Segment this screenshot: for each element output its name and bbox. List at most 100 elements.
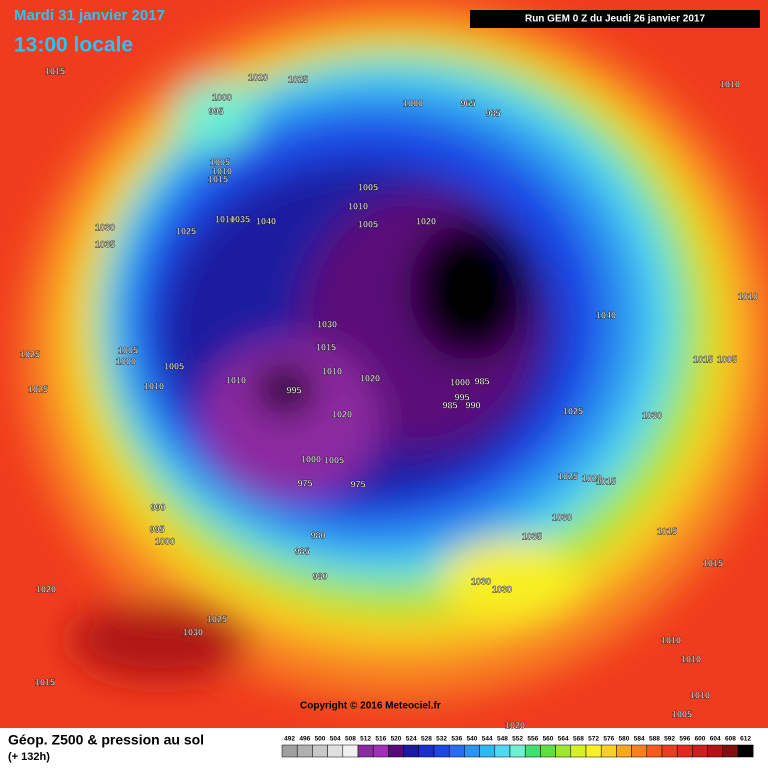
isobar-label: 975 xyxy=(350,479,365,489)
legend-swatch xyxy=(448,744,465,758)
legend-label: 524 xyxy=(406,736,417,743)
isobar-label: 995 xyxy=(286,385,301,395)
legend-swatch xyxy=(327,744,344,758)
legend-label: 508 xyxy=(345,736,356,743)
isobar-label: 1000 xyxy=(116,356,136,366)
legend-label: 504 xyxy=(330,736,341,743)
isobar-label: 1005 xyxy=(717,354,737,364)
isobar-label: 1010 xyxy=(322,366,342,376)
isobar-label: 1010 xyxy=(144,381,164,391)
isobar-label: 1025 xyxy=(28,384,48,394)
legend-swatch xyxy=(312,744,328,758)
isobar-label: 1025 xyxy=(563,406,583,416)
isobar-label: 1010 xyxy=(226,375,246,385)
isobar-label: 1010 xyxy=(661,635,681,645)
isobar-label: 1005 xyxy=(164,361,184,371)
isobar-label: 1020 xyxy=(505,720,525,730)
isobar-label: 1015 xyxy=(596,476,616,486)
isobar-label: 1010 xyxy=(681,654,701,664)
legend-label: 532 xyxy=(436,736,447,743)
isobar-label: 1025 xyxy=(558,471,578,481)
legend-label: 560 xyxy=(543,736,554,743)
legend-swatch xyxy=(509,744,526,758)
legend-label: 540 xyxy=(467,736,478,743)
legend-label: 564 xyxy=(558,736,569,743)
legend-label: 520 xyxy=(391,736,402,743)
legend-swatch xyxy=(388,744,404,758)
isobar-label: 1015 xyxy=(657,526,677,536)
legend-swatch xyxy=(372,744,389,758)
legend-swatch xyxy=(722,744,739,758)
isobar-label: 1005 xyxy=(118,345,138,355)
legend-swatch xyxy=(464,744,480,758)
legend-label: 592 xyxy=(664,736,675,743)
isobar-label: 1005 xyxy=(358,182,378,192)
isobar-label: 1010 xyxy=(215,214,235,224)
legend-swatch xyxy=(494,744,511,758)
isobar-label: 1020 xyxy=(582,473,602,483)
legend-swatch xyxy=(616,744,632,758)
isobar-label: 1005 xyxy=(358,219,378,229)
legend-label: 512 xyxy=(360,736,371,743)
run-box xyxy=(470,10,760,28)
legend-swatch xyxy=(676,744,693,758)
color-legend: 492 496 500 504 508 512 516 520 524 528 532 536 540 5… xyxy=(281,736,754,758)
isobar-label: 1040 xyxy=(596,310,616,320)
legend-swatch xyxy=(281,744,298,758)
legend-label: 516 xyxy=(375,736,386,743)
isobar-label: 1000 xyxy=(450,377,470,387)
legend-label: 556 xyxy=(527,736,538,743)
isobar-label: 1040 xyxy=(256,216,276,226)
isobar-label: 1000 xyxy=(212,92,232,102)
isobar-label: 1005 xyxy=(324,455,344,465)
height-field xyxy=(20,0,768,700)
time-label: 13:00 locale xyxy=(14,34,133,57)
legend-label: 600 xyxy=(695,736,706,743)
isobar-label: 1010 xyxy=(720,79,740,89)
isobar-label: 995 xyxy=(149,524,164,534)
isobar-label: 1020 xyxy=(36,584,56,594)
isobar-label: 1005 xyxy=(210,157,230,167)
legend-label: 612 xyxy=(740,736,751,743)
legend-swatch xyxy=(707,744,724,758)
legend-swatch xyxy=(479,744,496,758)
copyright: Copyright © 2016 Meteociel.fr xyxy=(300,701,441,712)
isobar-label: 1025 xyxy=(288,74,308,84)
legend-swatch xyxy=(418,744,435,758)
isobar-label: 980 xyxy=(310,530,325,540)
isobar-label: 1015 xyxy=(693,354,713,364)
legend-label: 536 xyxy=(451,736,462,743)
isobar-label: 1035 xyxy=(230,214,250,224)
legend-label: 544 xyxy=(482,736,493,743)
isobar-label: 995 xyxy=(454,392,469,402)
legend-swatch xyxy=(555,744,572,758)
legend-label: 580 xyxy=(619,736,630,743)
legend-label: 496 xyxy=(299,736,310,743)
isobar-label: 1010 xyxy=(690,690,710,700)
isobar-label: 1000 xyxy=(403,98,423,108)
isobar-label: 1020 xyxy=(416,216,436,226)
legend-swatch xyxy=(570,744,587,758)
legend-swatch xyxy=(600,744,617,758)
isobar-label: 1030 xyxy=(552,512,572,522)
isobar-label: 1020 xyxy=(248,72,268,82)
legend-swatch xyxy=(646,744,663,758)
legend-swatch xyxy=(524,744,541,758)
isobar-label: 1005 xyxy=(672,709,692,719)
run-label: Run GEM 0 Z du Jeudi 26 janvier 2017 xyxy=(525,14,705,25)
legend-swatch xyxy=(585,744,602,758)
isobar-label: 1015 xyxy=(45,66,65,76)
legend-label: 572 xyxy=(588,736,599,743)
isobar-label: 1030 xyxy=(471,576,491,586)
legend-label: 608 xyxy=(725,736,736,743)
isobar-label: 1025 xyxy=(207,614,227,624)
isobar-label: 990 xyxy=(150,502,165,512)
isobar-label: 1010 xyxy=(212,166,232,176)
isobar-label: 1030 xyxy=(183,627,203,637)
isobar-label: 1025 xyxy=(20,349,40,359)
isobar-label: 1030 xyxy=(642,410,662,420)
isobar-label: 1030 xyxy=(492,584,512,594)
legend-swatch xyxy=(296,744,313,758)
